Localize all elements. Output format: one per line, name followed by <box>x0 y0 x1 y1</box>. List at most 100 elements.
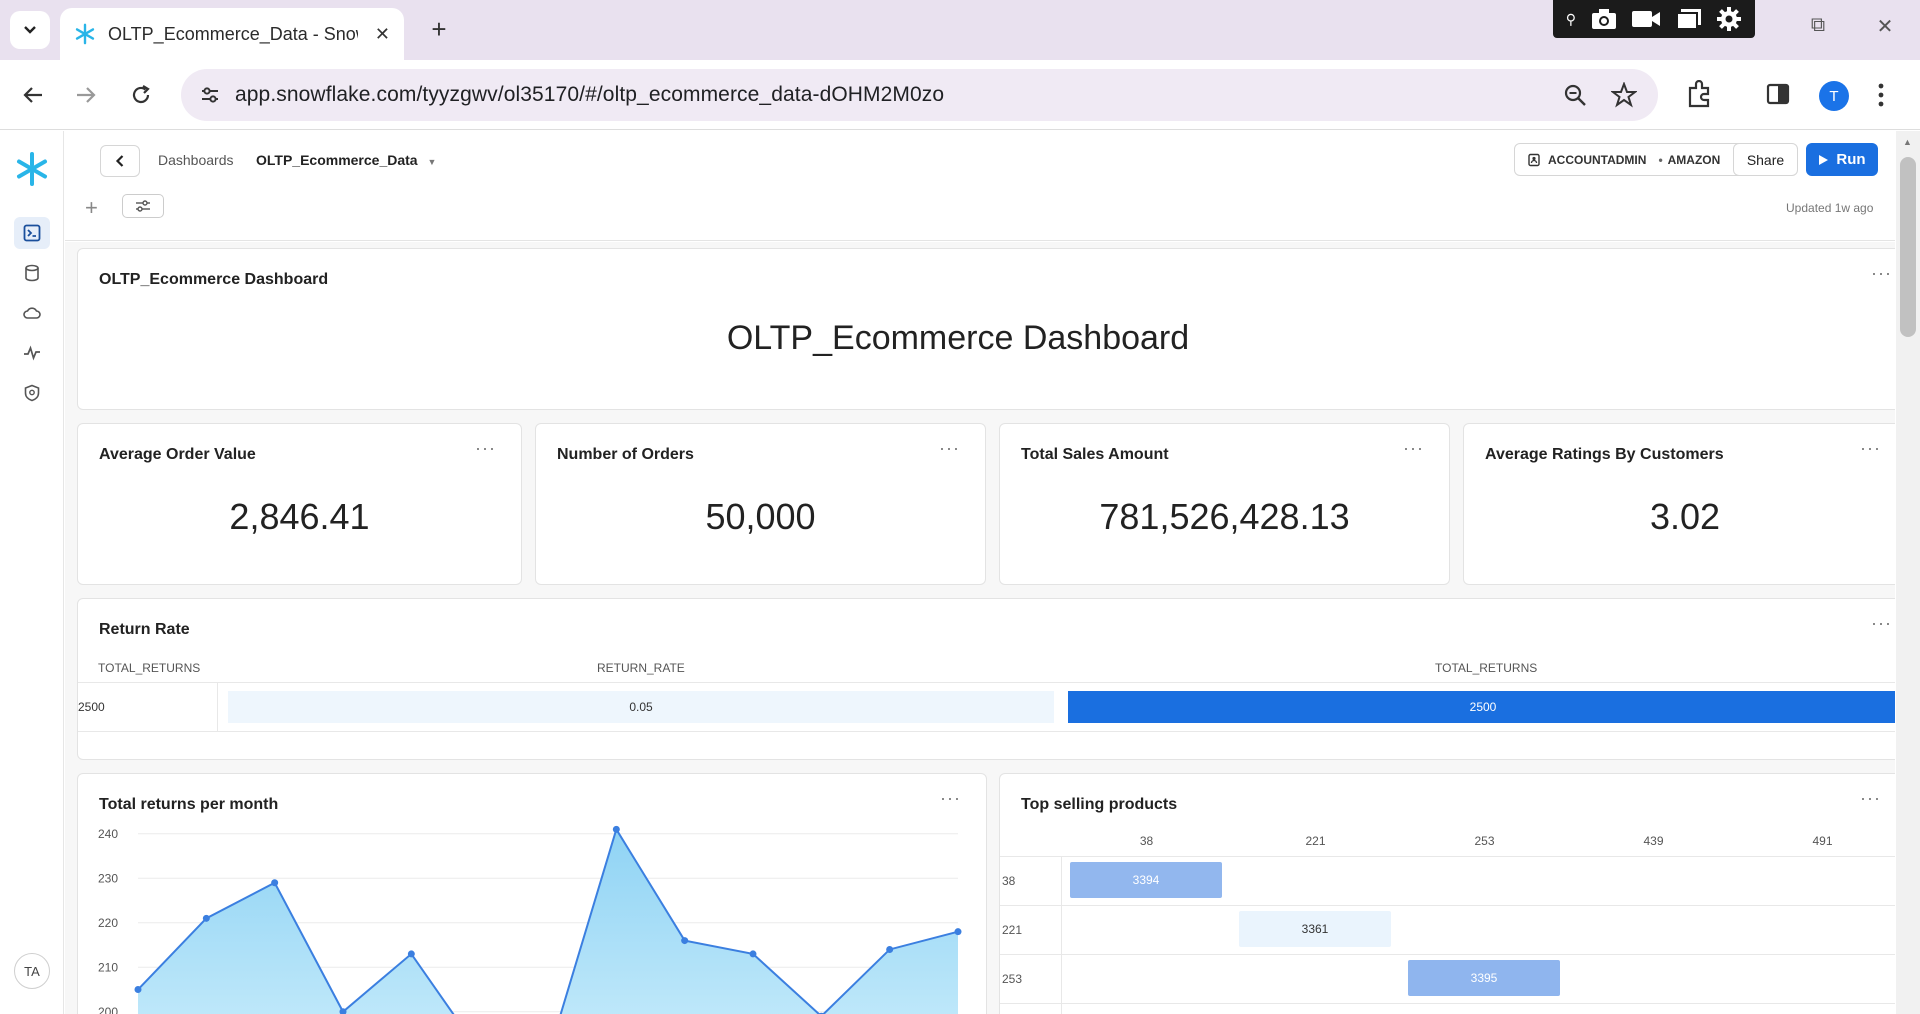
tab-search-button[interactable] <box>10 11 50 49</box>
bookmark-star-icon[interactable] <box>1611 82 1637 108</box>
tile-more-icon[interactable]: ··· <box>475 438 496 458</box>
scrollbar-thumb[interactable] <box>1900 157 1916 337</box>
data-point[interactable] <box>749 950 757 958</box>
last-updated-text: Updated 1w ago <box>1786 201 1874 215</box>
scroll-up-arrow[interactable]: ▲ <box>1903 137 1912 147</box>
run-button[interactable]: Run <box>1806 143 1878 176</box>
row-header-divider <box>1061 856 1062 1014</box>
role-warehouse-selector[interactable]: ACCOUNTADMIN • AMAZON <box>1514 143 1789 176</box>
data-point[interactable] <box>954 928 962 936</box>
tile-more-icon[interactable]: ··· <box>1871 613 1892 633</box>
data-point[interactable] <box>886 945 894 953</box>
y-tick-label: 200 <box>98 1005 118 1014</box>
tile-title: Total Sales Amount <box>1021 446 1169 463</box>
site-info-icon[interactable] <box>199 84 221 106</box>
caret-down-icon: ▼ <box>427 157 437 167</box>
tile-more-icon[interactable]: ··· <box>1860 438 1881 458</box>
kpi-value: 781,526,428.13 <box>1099 496 1350 537</box>
tile-more-icon[interactable]: ··· <box>1403 438 1424 458</box>
tile-more-icon[interactable]: ··· <box>939 438 960 458</box>
monitoring-nav-item[interactable] <box>14 337 50 369</box>
column-header: RETURN_RATE <box>597 661 685 675</box>
page-scrollbar[interactable]: ▲ <box>1896 131 1920 1014</box>
cloud-icon <box>23 307 41 319</box>
x-axis-label: 221 <box>1305 834 1326 848</box>
pin-icon[interactable]: ⚲ <box>1565 10 1577 27</box>
forward-icon[interactable] <box>71 80 101 110</box>
profile-avatar[interactable]: T <box>1819 81 1849 111</box>
row-divider <box>1000 856 1895 857</box>
kpi-tile-total-sales-amount: Total Sales Amount ··· 781,526,428.13 <box>999 423 1450 585</box>
filters-button[interactable] <box>122 194 164 218</box>
y-tick-label: 220 <box>98 916 118 930</box>
window-capture-icon[interactable] <box>1675 7 1703 31</box>
title-tile: OLTP_Ecommerce Dashboard ··· OLTP_Ecomme… <box>77 248 1895 410</box>
data-point[interactable] <box>612 825 620 833</box>
dashboard-heading-text: OLTP_Ecommerce Dashboard <box>726 319 1190 357</box>
breadcrumb-dashboards[interactable]: Dashboards <box>158 152 234 168</box>
video-camera-icon[interactable] <box>1631 8 1661 30</box>
tile-more-icon[interactable]: ··· <box>1860 788 1881 808</box>
user-menu-avatar[interactable]: TA <box>14 953 50 989</box>
y-axis-label: 253 <box>1002 972 1023 986</box>
extensions-icon[interactable] <box>1686 80 1712 108</box>
share-button[interactable]: Share <box>1733 143 1798 176</box>
new-tab-button[interactable]: + <box>431 14 447 44</box>
dashboard-name-dropdown[interactable]: OLTP_Ecommerce_Data ▼ <box>256 152 436 168</box>
browser-tab[interactable]: OLTP_Ecommerce_Data - Snowf ✕ <box>60 8 404 60</box>
tile-title: Total returns per month <box>99 796 279 813</box>
terminal-icon <box>23 224 41 242</box>
play-icon <box>1819 154 1829 165</box>
data-products-nav-item[interactable] <box>14 297 50 329</box>
top-products-tile: Top selling products ··· 38 221 253 439 491 3… <box>999 773 1895 1014</box>
dashboard-header: Dashboards OLTP_Ecommerce_Data ▼ ACCOUNT… <box>65 131 1895 241</box>
data-point[interactable] <box>339 1008 347 1014</box>
tile-title: Top selling products <box>1021 796 1178 813</box>
data-point[interactable] <box>681 937 689 945</box>
admin-nav-item[interactable] <box>14 377 50 409</box>
heatmap-cell[interactable]: 3395 <box>1408 960 1560 996</box>
tile-title: Average Ratings By Customers <box>1485 446 1724 463</box>
kpi-tile-number-of-orders: Number of Orders ··· 50,000 <box>535 423 986 585</box>
x-axis-label: 491 <box>1812 834 1833 848</box>
top-products-heatmap: 38 221 253 439 491 38 221 253 3394 3361 3395 <box>1000 774 1895 1014</box>
camera-icon[interactable] <box>1590 7 1618 31</box>
side-panel-icon[interactable] <box>1766 83 1790 105</box>
data-point[interactable] <box>202 914 210 922</box>
kebab-menu-icon[interactable] <box>1878 83 1884 107</box>
data-point[interactable] <box>407 950 415 958</box>
column-divider <box>217 683 218 731</box>
tile-more-icon[interactable]: ··· <box>940 788 961 808</box>
zoom-icon[interactable] <box>1563 83 1587 107</box>
close-tab-icon[interactable]: ✕ <box>374 23 390 44</box>
tab-title: OLTP_Ecommerce_Data - Snowf <box>108 23 358 44</box>
restore-window-icon[interactable]: ⧉ <box>1810 14 1826 36</box>
area-fill <box>138 829 958 1014</box>
tile-more-icon[interactable]: ··· <box>1871 263 1892 283</box>
table-row: 2500 0.05 2500 <box>78 682 1895 732</box>
address-bar[interactable]: app.snowflake.com/tyyzgwv/ol35170/#/oltp… <box>181 69 1658 121</box>
close-window-icon[interactable]: ✕ <box>1876 16 1894 38</box>
back-button[interactable] <box>100 145 140 177</box>
return-rate-bar: 0.05 <box>228 691 1054 723</box>
snowflake-favicon-icon <box>75 23 95 45</box>
reload-icon[interactable] <box>126 80 156 110</box>
row-divider <box>1000 954 1895 955</box>
kpi-value: 50,000 <box>705 496 816 537</box>
kpi-value: 3.02 <box>1649 496 1721 537</box>
browser-tab-bar: OLTP_Ecommerce_Data - Snowf ✕ + ⚲ ⧉ ✕ <box>0 0 1920 60</box>
data-nav-item[interactable] <box>14 257 50 289</box>
worksheets-nav-item[interactable] <box>14 217 50 249</box>
gear-icon[interactable] <box>1716 6 1742 32</box>
warehouse-name: AMAZON <box>1667 152 1721 167</box>
data-point[interactable] <box>271 879 279 887</box>
kpi-tile-average-order-value: Average Order Value ··· 2,846.41 <box>77 423 522 585</box>
browser-toolbar: app.snowflake.com/tyyzgwv/ol35170/#/oltp… <box>0 60 1920 130</box>
data-point[interactable] <box>134 986 142 994</box>
heatmap-cell[interactable]: 3394 <box>1070 862 1222 898</box>
snowflake-logo-icon[interactable] <box>14 151 50 187</box>
add-tile-button[interactable]: + <box>85 195 98 220</box>
returns-per-month-tile: Total returns per month ··· 240 230 220 210… <box>77 773 987 1014</box>
heatmap-cell[interactable]: 3361 <box>1239 911 1391 947</box>
back-icon[interactable] <box>18 80 48 110</box>
